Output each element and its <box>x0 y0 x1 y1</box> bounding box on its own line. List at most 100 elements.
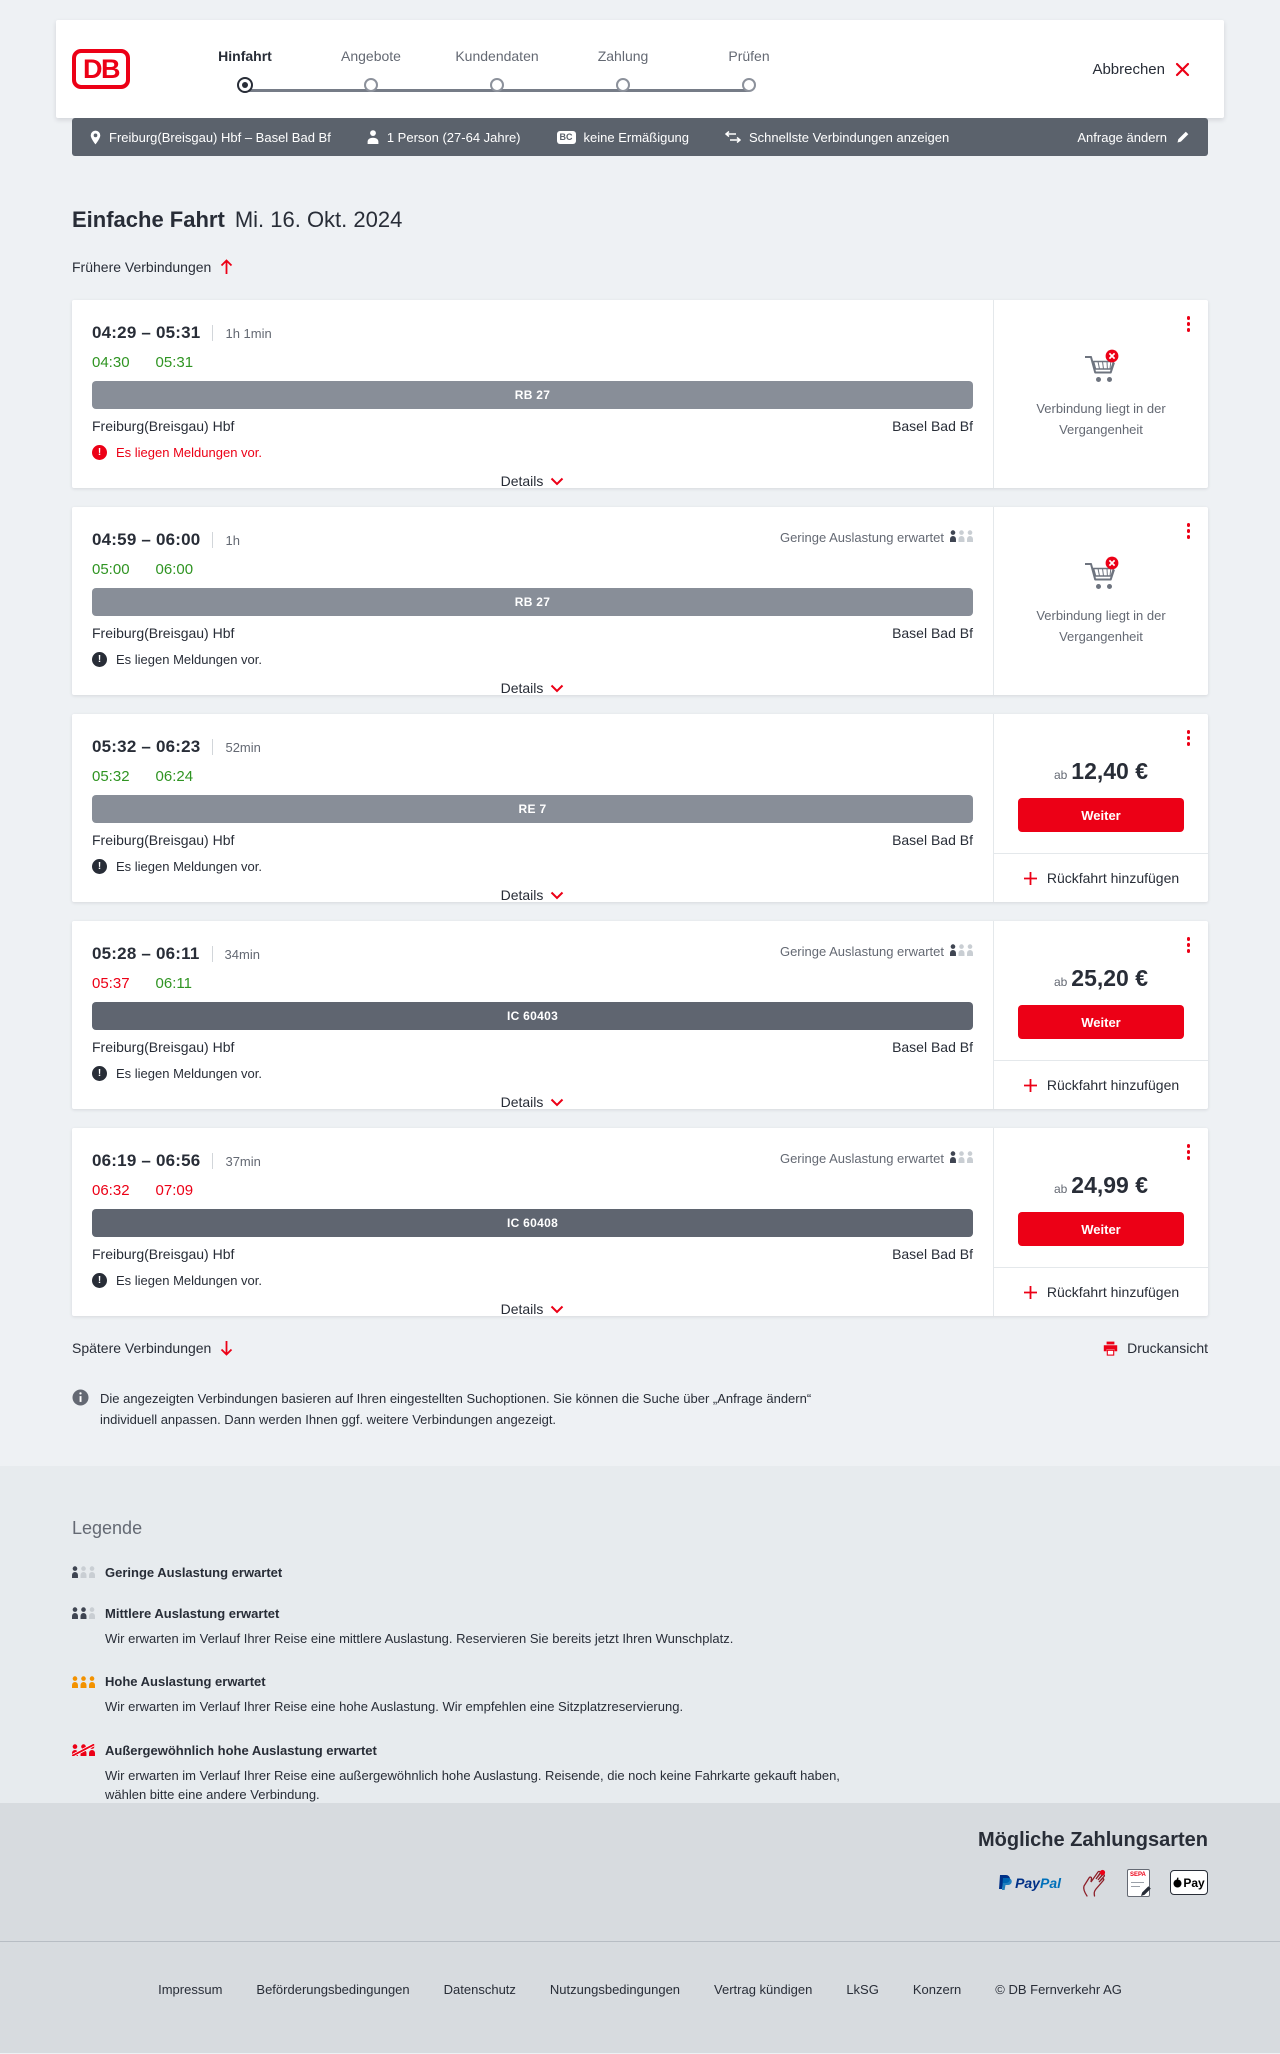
footer-link[interactable]: Nutzungsbedingungen <box>549 1981 681 1997</box>
connection-side-panel: Verbindung liegt in der Vergangenheit <box>993 507 1208 695</box>
duration: 34min <box>224 946 260 962</box>
price-block: ab 12,40 € Weiter <box>994 714 1208 853</box>
divider <box>212 1153 214 1169</box>
destination-station: Basel Bad Bf <box>892 418 973 434</box>
origin-station: Freiburg(Breisgau) Hbf <box>92 1246 235 1262</box>
legend-item: Hohe Auslastung erwartet Wir erwarten im… <box>72 1674 1208 1717</box>
step-zahlung[interactable]: Zahlung <box>560 48 686 96</box>
details-button[interactable]: Details <box>501 473 565 489</box>
later-connections-link[interactable]: Spätere Verbindungen <box>72 1340 233 1356</box>
train-number: RE 7 <box>518 802 547 816</box>
connection-main: 04:29 – 05:31 1h 1min 04:30 05:31 RB 27 … <box>72 300 993 489</box>
footer-link[interactable]: Konzern <box>912 1981 962 1997</box>
details-button[interactable]: Details <box>501 887 565 903</box>
add-return-button[interactable]: Rückfahrt hinzufügen <box>1023 1284 1179 1300</box>
add-return-button[interactable]: Rückfahrt hinzufügen <box>1023 870 1179 886</box>
past-connection-note: Verbindung liegt in der Vergangenheit <box>994 507 1208 695</box>
alert-icon: ! <box>92 652 107 667</box>
realtime-departure: 05:00 <box>92 561 130 578</box>
legend-items: Geringe Auslastung erwartet Mittlere Aus… <box>72 1565 1208 1805</box>
kebab-menu-button[interactable] <box>1185 935 1193 955</box>
details-button[interactable]: Details <box>501 1094 565 1110</box>
step-circle-icon <box>616 78 630 92</box>
occupancy-icon <box>950 530 973 545</box>
travel-date: Mi. 16. Okt. 2024 <box>234 207 403 232</box>
alert-icon: ! <box>92 1273 107 1288</box>
footer-link[interactable]: Datenschutz <box>443 1981 516 1997</box>
swap-arrows-icon <box>725 131 742 143</box>
arrow-down-icon <box>221 1341 233 1356</box>
duration: 52min <box>225 739 261 755</box>
occupancy-icon <box>72 1566 95 1579</box>
db-logo: DB <box>72 49 130 89</box>
time-range: 05:32 – 06:23 <box>92 737 201 756</box>
kebab-menu-button[interactable] <box>1185 1142 1193 1162</box>
origin-station: Freiburg(Breisgau) Hbf <box>92 418 235 434</box>
cart-unavailable-icon <box>1085 349 1119 382</box>
step-angebote[interactable]: Angebote <box>308 48 434 96</box>
payment-methods: PayPal SEPA Pay <box>72 1868 1208 1897</box>
payment-section: Mögliche Zahlungsarten PayPal SEPA <box>0 1802 1280 1941</box>
price: 24,99 € <box>1071 1172 1149 1198</box>
connection-card: 05:32 – 06:23 52min 05:32 06:24 RE 7 Fre… <box>72 714 1208 903</box>
plus-icon <box>1023 1285 1037 1299</box>
occupancy-icon <box>72 1744 95 1757</box>
lastschrift-hand-logo <box>1081 1869 1107 1897</box>
train-label-bar: RB 27 <box>92 588 973 616</box>
details-button[interactable]: Details <box>501 1301 565 1317</box>
alert-icon: ! <box>92 1066 107 1081</box>
realtime-row: 05:00 06:00 <box>92 561 973 579</box>
legend-item: Außergewöhnlich hohe Auslastung erwartet… <box>72 1743 1208 1805</box>
add-return-row: Rückfahrt hinzufügen <box>994 853 1208 902</box>
kebab-menu-button[interactable] <box>1185 314 1193 334</box>
train-number: RB 27 <box>514 595 551 609</box>
add-return-button[interactable]: Rückfahrt hinzufügen <box>1023 1077 1179 1093</box>
weiter-button[interactable]: Weiter <box>1018 798 1184 832</box>
details-button[interactable]: Details <box>501 680 565 696</box>
weiter-button[interactable]: Weiter <box>1018 1005 1184 1039</box>
realtime-row: 06:32 07:09 <box>92 1182 973 1200</box>
earlier-row: Frühere Verbindungen <box>72 257 1208 277</box>
step-kundendaten[interactable]: Kundendaten <box>434 48 560 96</box>
divider <box>212 325 214 341</box>
train-label-bar: IC 60408 <box>92 1209 973 1237</box>
kebab-menu-button[interactable] <box>1185 728 1193 748</box>
price: 25,20 € <box>1071 965 1149 991</box>
alert-icon: ! <box>92 859 107 874</box>
duration: 37min <box>225 1153 261 1169</box>
connection-main: 05:28 – 06:11 34min Geringe Auslastung e… <box>72 921 993 1110</box>
price-prefix: ab <box>1053 1182 1068 1196</box>
footer-link[interactable]: Vertrag kündigen <box>714 1981 813 1997</box>
passenger-summary: 1 Person (27-64 Jahre) <box>367 130 521 145</box>
footer-link[interactable]: Beförderungsbedingungen <box>256 1981 410 1997</box>
past-connection-text: Verbindung liegt in der Vergangenheit <box>1036 608 1166 644</box>
kebab-menu-button[interactable] <box>1185 521 1193 541</box>
cancel-button[interactable]: Abbrechen <box>1092 61 1190 78</box>
connection-list: 04:29 – 05:31 1h 1min 04:30 05:31 RB 27 … <box>72 300 1208 1317</box>
pencil-icon <box>1177 131 1189 143</box>
realtime-arrival: 06:11 <box>155 975 192 992</box>
train-label-bar: RE 7 <box>92 795 973 823</box>
weiter-button[interactable]: Weiter <box>1018 1212 1184 1246</box>
footer-link[interactable]: LkSG <box>846 1981 879 1997</box>
step-hinfahrt[interactable]: Hinfahrt <box>182 48 308 96</box>
duration: 1h <box>225 532 240 548</box>
price: 12,40 € <box>1071 758 1149 784</box>
footer-link[interactable]: Impressum <box>158 1981 223 1997</box>
step-circle-icon <box>364 78 378 92</box>
train-label-bar: RB 27 <box>92 381 973 409</box>
realtime-departure: 05:32 <box>92 768 130 785</box>
connection-side-panel: Verbindung liegt in der Vergangenheit <box>993 300 1208 488</box>
print-view-link[interactable]: Druckansicht <box>1103 1340 1208 1356</box>
chevron-down-icon <box>551 477 564 485</box>
step-circle-icon <box>742 78 756 92</box>
step-prüfen[interactable]: Prüfen <box>686 48 812 96</box>
payment-title: Mögliche Zahlungsarten <box>977 1828 1208 1851</box>
results-content: Einfache Fahrt Mi. 16. Okt. 2024 Frühere … <box>72 205 1208 1431</box>
realtime-arrival: 05:31 <box>155 354 194 371</box>
edit-request-button[interactable]: Anfrage ändern <box>1077 130 1190 145</box>
price-prefix: ab <box>1053 768 1068 782</box>
earlier-connections-link[interactable]: Frühere Verbindungen <box>72 259 233 275</box>
time-range: 06:19 – 06:56 <box>92 1151 201 1170</box>
